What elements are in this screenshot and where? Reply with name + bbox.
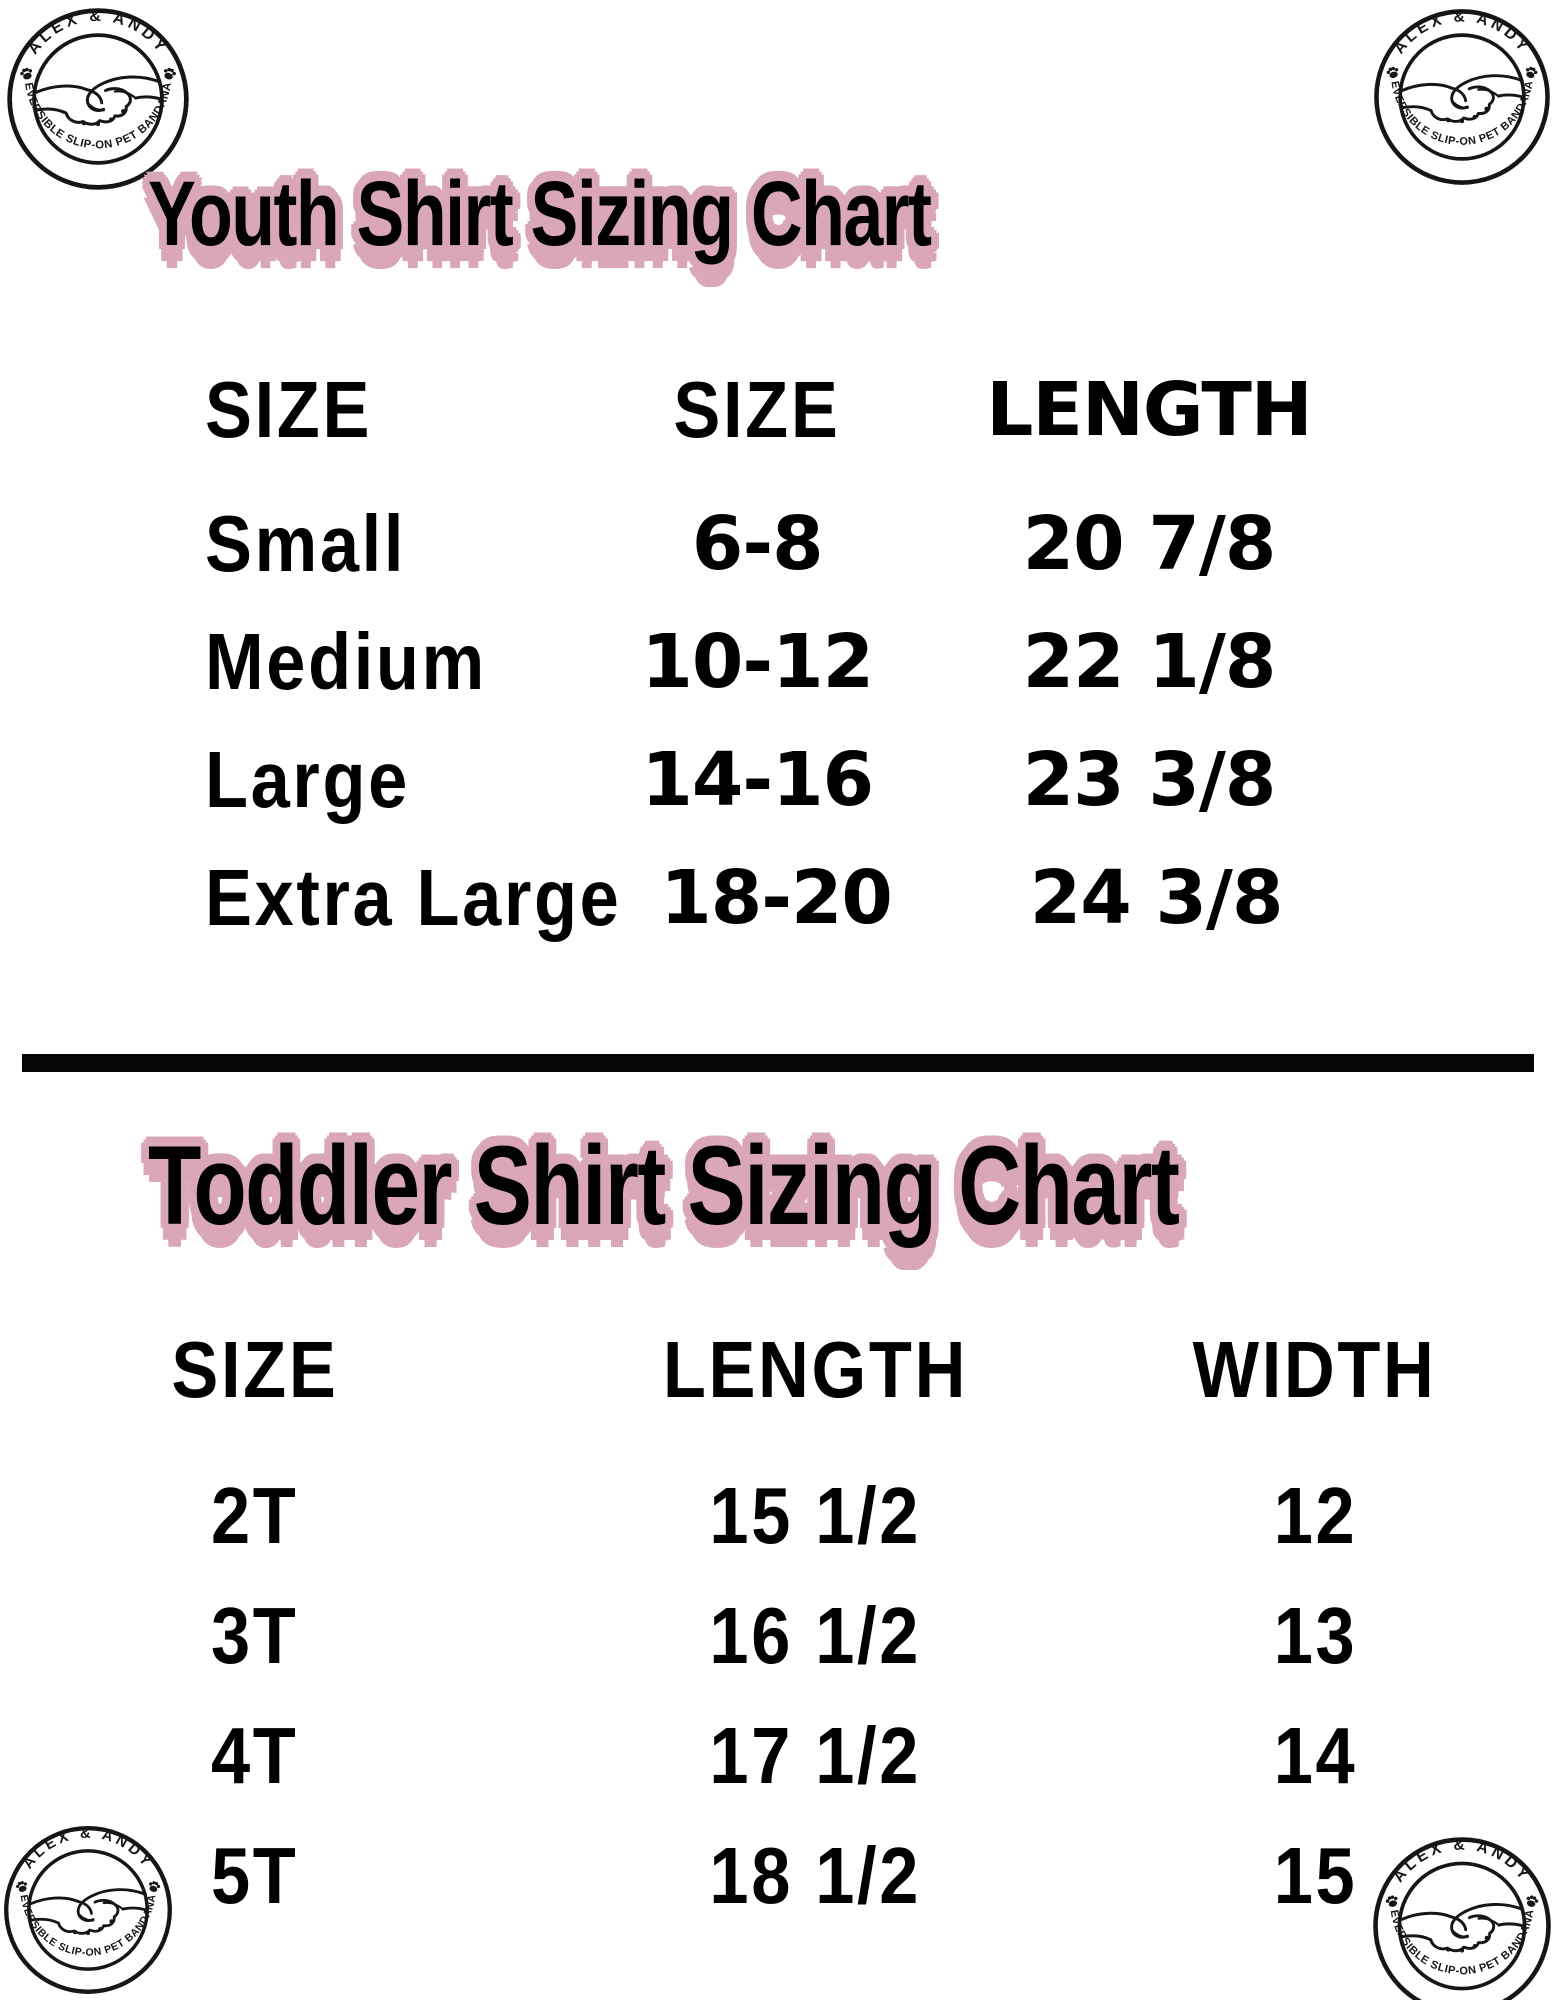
section-divider	[22, 1054, 1534, 1072]
table-row: 2T 15 1/2 12	[165, 1476, 1415, 1556]
cell-size-range: 18-20	[660, 855, 893, 941]
toddler-size-table: SIZE LENGTH WIDTH 2T 15 1/2 12 3T 16 1/2…	[165, 1325, 1437, 1916]
table-row: Extra Large 18-20 24 3/8	[205, 858, 1385, 938]
cell-width: 12	[1273, 1471, 1357, 1560]
youth-size-table: SIZE SIZE LENGTH Small 6-8 20 7/8 Medium…	[205, 370, 1385, 938]
table-row: 5T 18 1/2 15	[165, 1836, 1415, 1916]
cell-size-range: 14-16	[641, 737, 874, 823]
cell-size-name: Large	[205, 735, 410, 824]
table-row: Small 6-8 20 7/8	[205, 504, 1385, 584]
cell-length: 23 3/8	[1022, 737, 1277, 823]
column-header-size-range: SIZE	[673, 365, 841, 454]
toddler-table-header-row: SIZE LENGTH WIDTH	[165, 1325, 1437, 1414]
table-row: Medium 10-12 22 1/8	[205, 622, 1385, 702]
cell-width: 15	[1273, 1831, 1357, 1920]
column-header-size: SIZE	[171, 1325, 339, 1414]
brand-logo-bottom-left	[1, 1823, 175, 1997]
cell-length: 18 1/2	[709, 1831, 921, 1920]
table-row: Large 14-16 23 3/8	[205, 740, 1385, 820]
cell-width: 14	[1273, 1711, 1357, 1800]
cell-size: 3T	[211, 1591, 299, 1680]
column-header-size-name: SIZE	[205, 365, 373, 454]
column-header-width: WIDTH	[1193, 1325, 1437, 1414]
cell-size-name: Extra Large	[205, 853, 622, 942]
column-header-length: LENGTH	[662, 1325, 968, 1414]
cell-length: 16 1/2	[709, 1591, 921, 1680]
cell-length: 20 7/8	[1022, 501, 1277, 587]
column-header-length: LENGTH	[986, 367, 1312, 453]
youth-table-header-row: SIZE SIZE LENGTH	[205, 370, 1385, 450]
cell-size: 2T	[211, 1471, 299, 1560]
cell-size-range: 6-8	[691, 501, 824, 587]
cell-length: 17 1/2	[709, 1711, 921, 1800]
cell-length: 15 1/2	[709, 1471, 921, 1560]
cell-length: 22 1/8	[1022, 619, 1277, 705]
table-row: 4T 17 1/2 14	[165, 1716, 1415, 1796]
cell-size-range: 10-12	[641, 619, 874, 705]
brand-logo-top-right	[1371, 6, 1553, 188]
cell-size-name: Small	[205, 499, 407, 588]
youth-chart-title: Youth Shirt Sizing Chart	[148, 163, 932, 265]
cell-size-name: Medium	[205, 617, 487, 706]
cell-length: 24 3/8	[1029, 855, 1284, 941]
cell-size: 4T	[211, 1711, 299, 1800]
table-row: 3T 16 1/2 13	[165, 1596, 1415, 1676]
cell-width: 13	[1273, 1591, 1357, 1680]
toddler-chart-title: Toddler Shirt Sizing Chart	[148, 1123, 1180, 1248]
cell-size: 5T	[211, 1831, 299, 1920]
